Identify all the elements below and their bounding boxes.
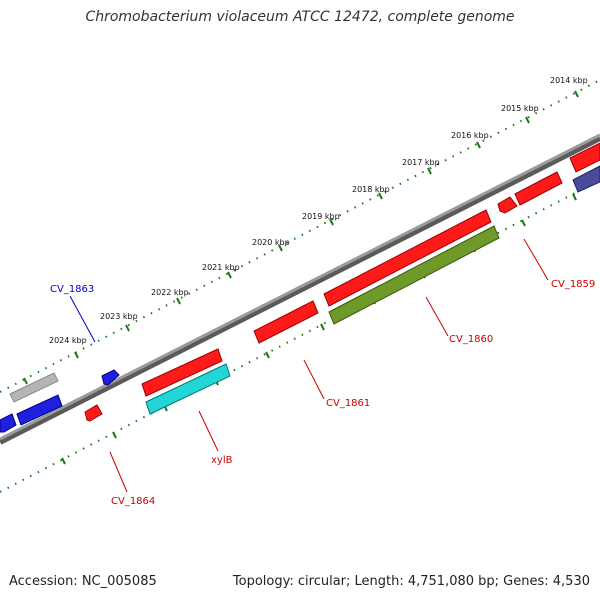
gene-labels: CV_1863 CV_1859 CV_1860 CV_1861 xylB CV_… — [50, 279, 595, 507]
scale-label: 2023 kbp — [100, 312, 138, 321]
map-title: Chromobacterium violaceum ATCC 12472, co… — [85, 9, 515, 25]
gene-label-cv1859: CV_1859 — [551, 279, 595, 290]
major-ticks-lower — [61, 193, 577, 465]
gene-cv1864 — [84, 404, 103, 422]
topology-label: Topology: circular; Length: 4,751,080 bp… — [232, 574, 590, 589]
gene-red-small — [497, 196, 518, 214]
scale-label: 2015 kbp — [501, 104, 539, 113]
scale-label: 2017 kbp — [402, 158, 440, 167]
gene-red-2 — [514, 171, 563, 206]
gene-xylb — [145, 363, 231, 415]
scale-label: 2018 kbp — [352, 185, 390, 194]
gene-red-1 — [141, 348, 223, 397]
scale-label: 2020 kbp — [252, 238, 290, 247]
inner-tick-track — [0, 179, 600, 493]
scale-label: 2019 kbp — [302, 212, 340, 221]
gene-gray — [9, 372, 59, 403]
outer-tick-track — [0, 79, 600, 393]
scale-label: 2014 kbp — [550, 76, 588, 85]
gene-cv1860-red — [323, 209, 492, 307]
gene-label-xylb: xylB — [211, 455, 233, 466]
gene-blue-left — [0, 413, 17, 433]
gene-blue-2 — [16, 394, 63, 426]
gene-cv1861 — [253, 300, 319, 344]
gene-cv1863 — [101, 369, 120, 386]
gene-cv1860 — [328, 225, 500, 325]
scale-label: 2024 kbp — [49, 336, 87, 345]
leader-lines — [69, 238, 549, 493]
genome-backbone — [0, 133, 600, 441]
scale-label: 2021 kbp — [202, 263, 240, 272]
gene-purple — [572, 165, 600, 193]
scale-labels: 2014 kbp 2015 kbp 2016 kbp 2017 kbp 2018… — [49, 76, 588, 345]
reverse-features — [0, 225, 500, 433]
forward-features — [9, 142, 600, 403]
gene-label-cv1863: CV_1863 — [50, 284, 94, 295]
gene-label-cv1864: CV_1864 — [111, 496, 155, 507]
accession-label: Accession: NC_005085 — [9, 574, 157, 589]
scale-label: 2022 kbp — [151, 288, 189, 297]
gene-red-edge — [569, 142, 600, 173]
scale-label: 2016 kbp — [451, 131, 489, 140]
gene-label-cv1860: CV_1860 — [449, 334, 493, 345]
gene-label-cv1861: CV_1861 — [326, 398, 370, 409]
major-ticks-upper — [23, 90, 579, 385]
genome-backbone-shadow — [0, 135, 600, 445]
